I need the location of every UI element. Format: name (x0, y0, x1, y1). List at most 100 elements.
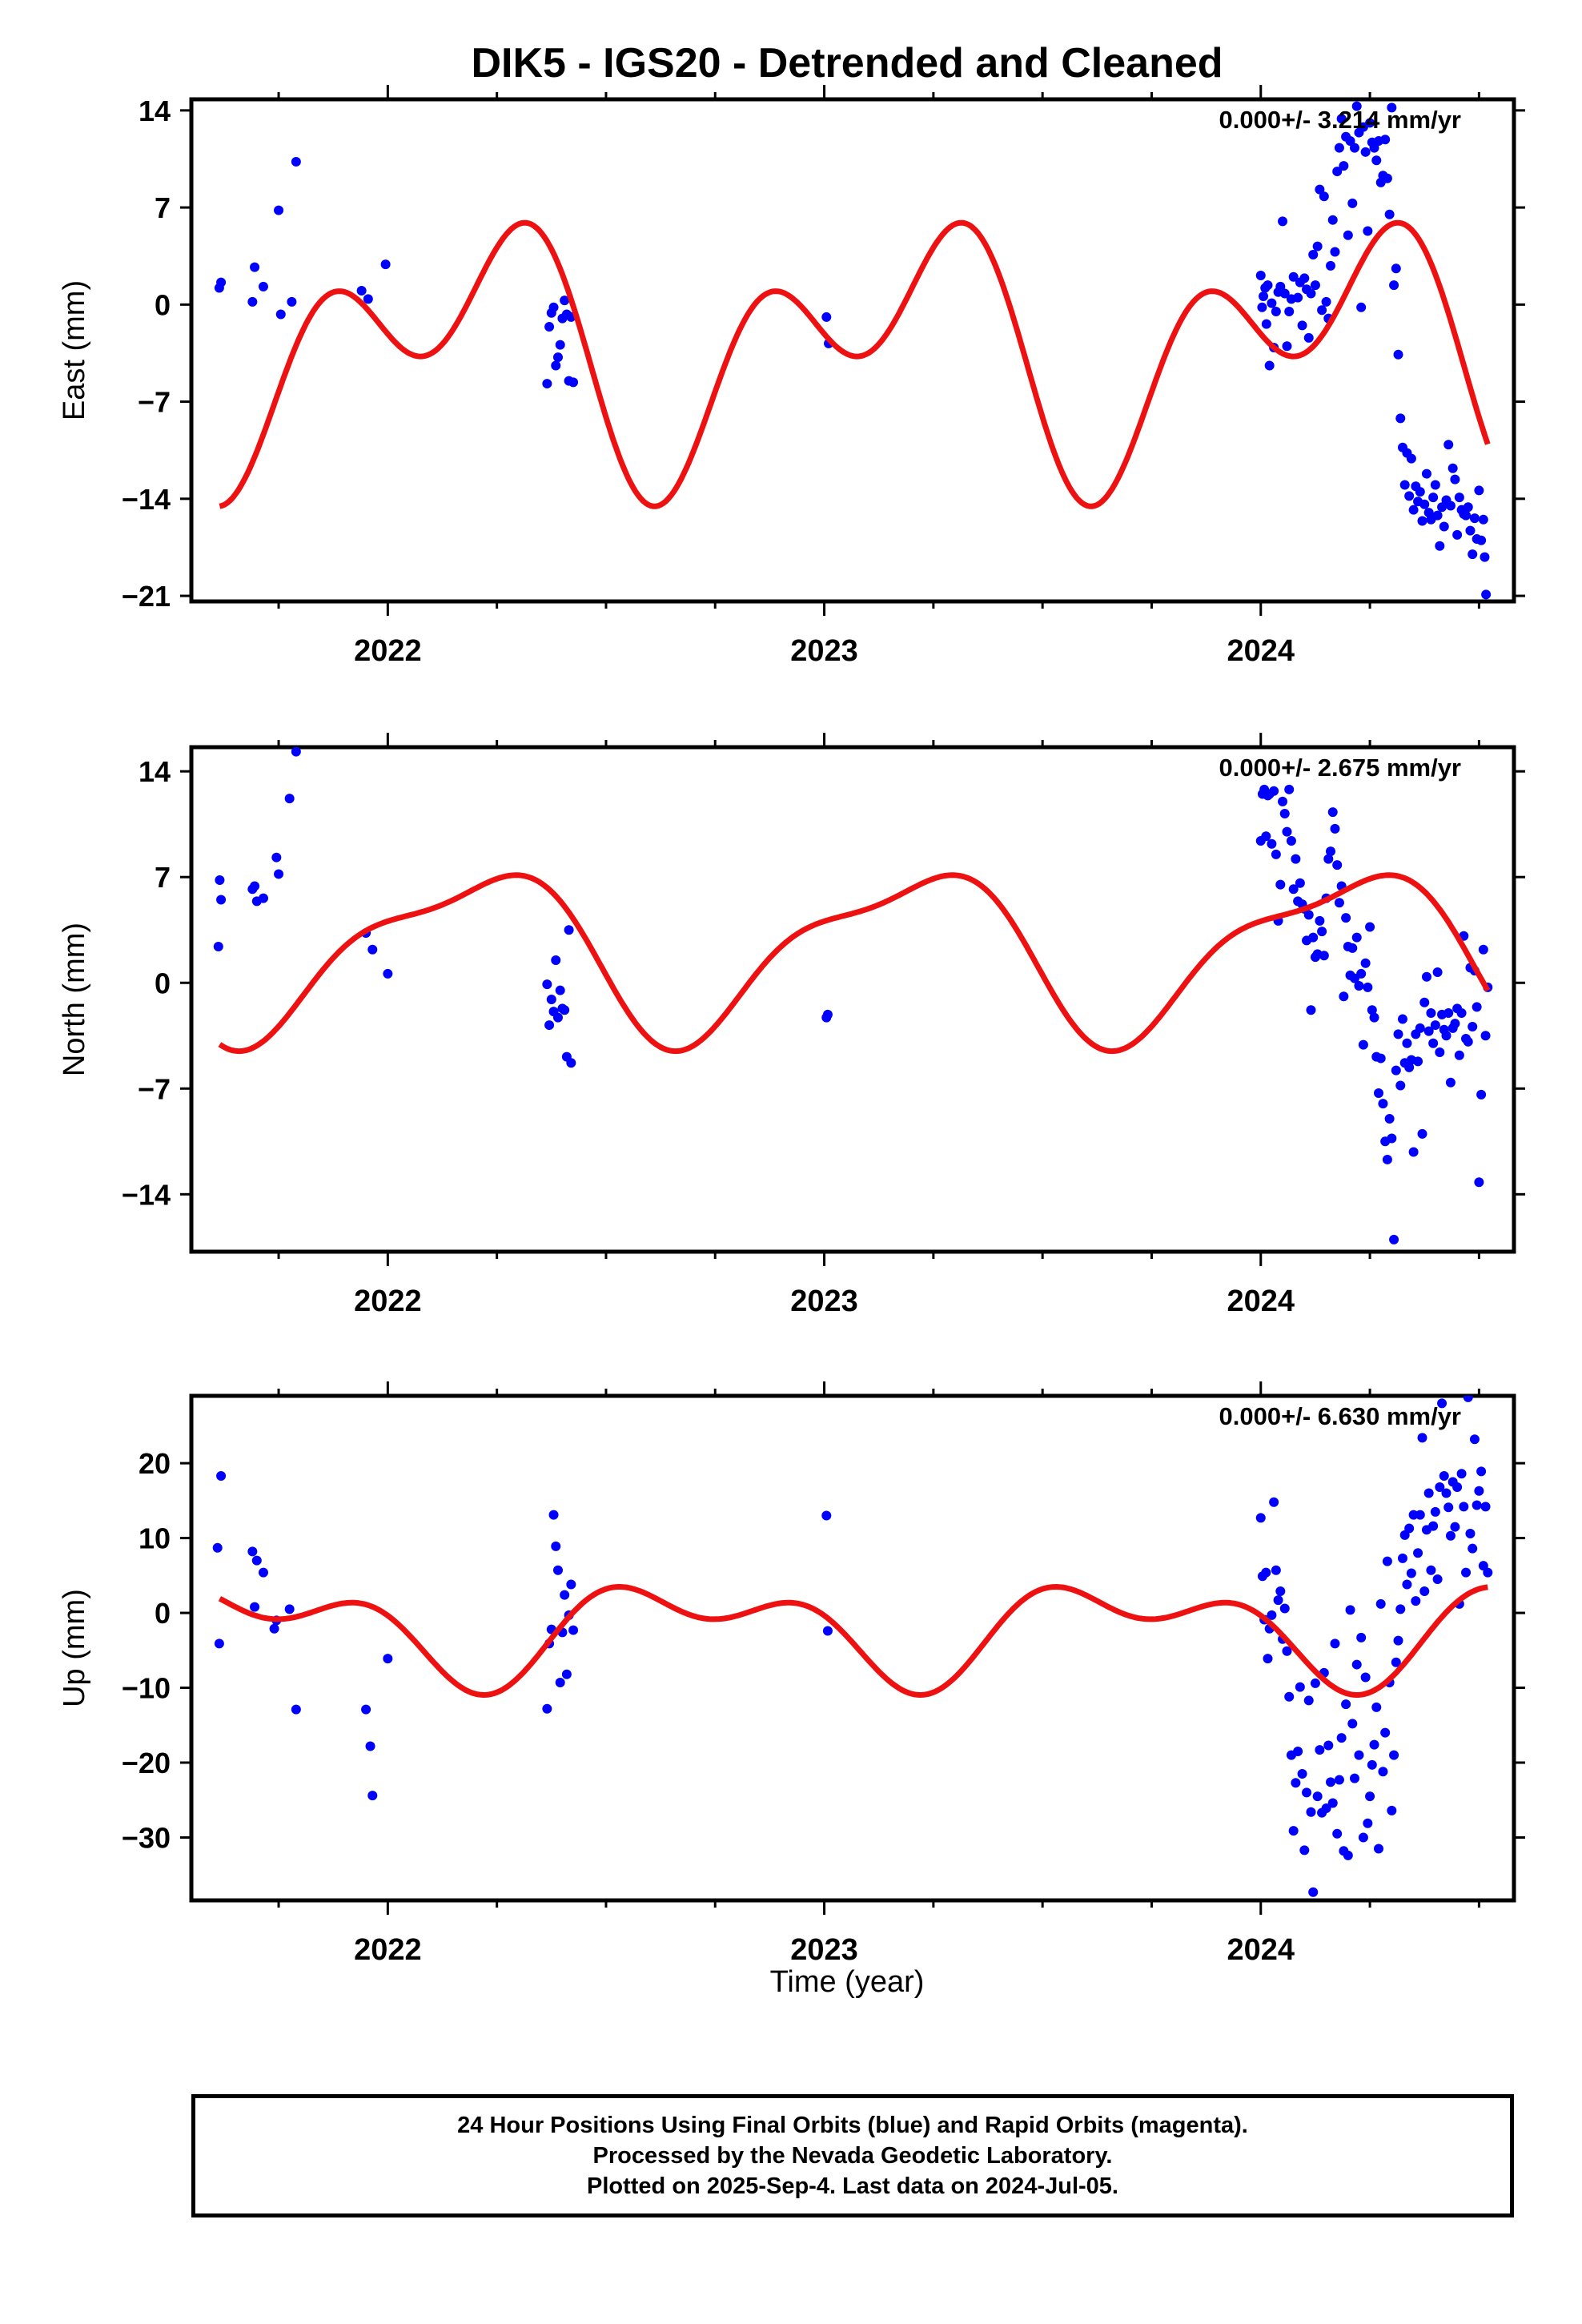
east-data-point (544, 322, 555, 332)
north-panel: 14 7 0 −7 −14 2022 2023 2024 North (mm) 0.000+/- … (58, 733, 1525, 1318)
up-data-point (1369, 1739, 1379, 1750)
up-data-point (1373, 1844, 1383, 1854)
up-data-point (212, 1542, 223, 1553)
east-data-point (1430, 480, 1440, 490)
up-data-point (1437, 1398, 1447, 1409)
east-data-point (1443, 440, 1454, 450)
up-data-point (1310, 1678, 1320, 1688)
up-data-point (1469, 1434, 1480, 1445)
north-data-point (1365, 922, 1375, 932)
north-data-point (546, 995, 556, 1004)
east-data-point (1406, 453, 1416, 464)
north-data-point (1395, 1080, 1406, 1091)
up-data-point (1356, 1632, 1367, 1642)
north-data-point (1334, 898, 1344, 908)
up-data-point (1378, 1767, 1388, 1777)
north-data-point (1326, 846, 1336, 857)
north-data-point (564, 925, 574, 935)
north-data-point (1463, 1036, 1473, 1047)
east-data-point (1299, 273, 1310, 283)
up-data-point (1326, 1777, 1336, 1787)
east-data-point (1463, 502, 1473, 513)
north-data-point (1375, 1053, 1386, 1063)
east-data-point (1480, 552, 1490, 562)
east-data-point (1259, 291, 1269, 301)
up-data-point (1263, 1654, 1273, 1664)
north-data-point (1456, 1007, 1467, 1018)
east-data-point (1393, 349, 1403, 360)
east-data-point (380, 259, 391, 270)
north-data-point (1339, 991, 1349, 1002)
east-data-point (1356, 302, 1367, 312)
north-data-point (1435, 1047, 1445, 1058)
east-data-point (1461, 510, 1472, 521)
east-data-point (1347, 198, 1358, 208)
east-data-point (560, 296, 570, 306)
footer-info-box: 24 Hour Positions Using Final Orbits (bl… (191, 2094, 1514, 2217)
north-data-point (1454, 1050, 1464, 1060)
east-data-point (1478, 514, 1488, 525)
east-data-point (1454, 493, 1464, 503)
east-data-point (1282, 341, 1292, 352)
north-xtick-label: 2024 (1227, 1285, 1295, 1318)
north-data-point (1279, 808, 1290, 818)
up-data-point (1428, 1521, 1439, 1531)
east-data-point (1312, 241, 1323, 251)
up-data-point (1439, 1471, 1449, 1482)
east-data-point (1382, 173, 1392, 183)
up-data-point (1315, 1745, 1325, 1755)
north-data-point (542, 979, 552, 990)
up-data-point (1323, 1740, 1334, 1751)
up-data-point (821, 1510, 832, 1521)
north-data-point (1413, 1056, 1423, 1067)
up-data-point (1445, 1530, 1456, 1541)
east-xtick-label: 2024 (1227, 634, 1295, 668)
north-data-point (1319, 951, 1329, 961)
north-data-point (1303, 910, 1314, 920)
up-data-point (1452, 1482, 1463, 1493)
east-data-point (1380, 135, 1391, 145)
north-data-point (1369, 1012, 1379, 1023)
north-data-point (1267, 838, 1277, 849)
east-data-point (1391, 263, 1401, 274)
up-data-point (542, 1703, 552, 1714)
east-data-point (1452, 529, 1463, 540)
up-data-point (1423, 1488, 1434, 1498)
east-data-point (1334, 143, 1344, 153)
north-data-point (1480, 1031, 1491, 1041)
up-data-point (383, 1654, 393, 1664)
up-data-point (1288, 1826, 1299, 1836)
up-data-point (1302, 1787, 1312, 1798)
up-data-point (1295, 1682, 1305, 1692)
north-data-point (1356, 968, 1367, 979)
up-data-point (1406, 1568, 1416, 1578)
north-data-point (1417, 1128, 1427, 1139)
up-data-point (1450, 1522, 1460, 1532)
north-data-point (1354, 981, 1364, 991)
north-xtick-label: 2023 (790, 1285, 858, 1318)
north-data-point (1373, 1088, 1383, 1098)
footer-line-2: Processed by the Nevada Geodetic Laborat… (592, 2143, 1113, 2169)
north-data-point (1476, 1089, 1487, 1100)
up-data-point (1468, 1543, 1478, 1554)
east-data-point (568, 377, 579, 388)
up-rate-label: 0.000+/- 6.630 mm/yr (1219, 1402, 1461, 1430)
up-data-point (1358, 1832, 1368, 1843)
up-data-point (367, 1791, 378, 1801)
north-data-point (215, 875, 225, 885)
east-data-point (363, 294, 373, 304)
up-data-point (214, 1638, 224, 1649)
north-data-point (291, 747, 301, 757)
up-data-point (1341, 1699, 1351, 1710)
east-data-point (1349, 143, 1359, 153)
up-ylabel: Up (mm) (58, 1589, 91, 1707)
up-data-point (555, 1677, 565, 1687)
east-data-point (1293, 292, 1303, 303)
up-data-point (250, 1602, 260, 1612)
up-xtick-label: 2023 (790, 1933, 858, 1967)
up-data-point (247, 1546, 258, 1557)
north-data-point (367, 944, 378, 955)
east-data-point (1371, 155, 1382, 166)
up-data-point (1419, 1586, 1430, 1596)
